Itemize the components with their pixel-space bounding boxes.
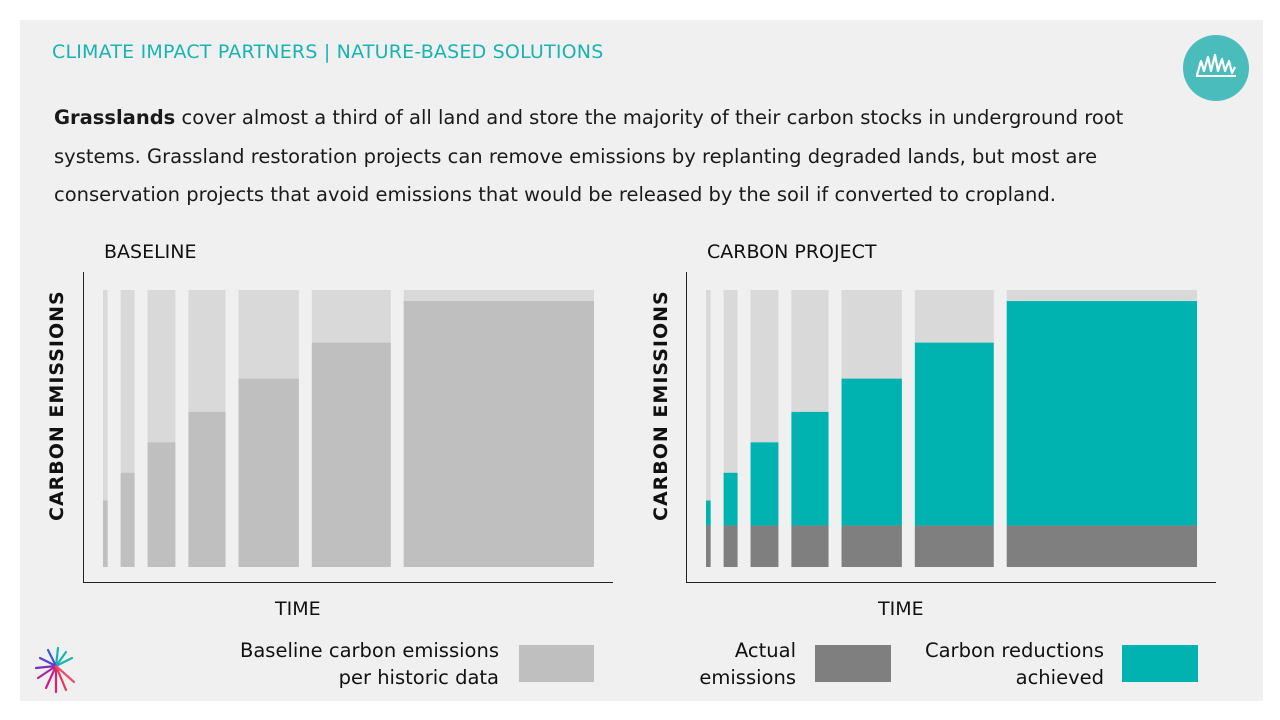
- baseline-bar-1-1: [103, 500, 108, 567]
- project-bar-1-1: [706, 525, 711, 567]
- header-title: CLIMATE IMPACT PARTNERS | NATURE-BASED S…: [52, 41, 604, 63]
- legend-actual-line1: Actual: [734, 639, 796, 662]
- project-bar-2-4: [791, 411, 829, 526]
- project-bar-2-7: [1006, 301, 1197, 526]
- project-bar-2-2: [723, 472, 738, 526]
- project-bar-1-4: [791, 525, 829, 567]
- baseline-bar-1-6: [311, 342, 391, 567]
- baseline-x-axis: [83, 582, 613, 583]
- project-x-axis-label: TIME: [878, 598, 924, 620]
- project-bar-2-5: [841, 378, 902, 526]
- grass-icon: [1195, 53, 1236, 77]
- legend-baseline-line1: Baseline carbon emissions: [239, 639, 499, 662]
- baseline-bar-1-7: [403, 301, 594, 567]
- legend-baseline-line2: per historic data: [338, 666, 499, 689]
- legend-reductions-line2: achieved: [1015, 666, 1104, 689]
- intro-bold-term: Grasslands: [54, 106, 176, 129]
- baseline-x-axis-label: TIME: [275, 598, 321, 620]
- legend-reductions-line1: Carbon reductions: [924, 639, 1104, 662]
- intro-paragraph: Grasslands cover almost a third of all l…: [54, 99, 1194, 215]
- legend-actual-swatch: [815, 645, 891, 682]
- legend-baseline-label: Baseline carbon emissions per historic d…: [240, 637, 499, 691]
- project-bar-1-3: [750, 525, 779, 567]
- project-bar-2-1: [706, 500, 711, 526]
- grass-badge: [1183, 35, 1249, 101]
- baseline-chart-title: BASELINE: [104, 241, 197, 263]
- legend-reductions-label: Carbon reductions achieved: [925, 637, 1104, 691]
- climate-impact-partners-logo-icon: [34, 646, 76, 694]
- legend-actual-line2: emissions: [699, 666, 796, 689]
- baseline-bar-1-4: [188, 411, 226, 567]
- baseline-bar-background-1: [103, 290, 108, 567]
- baseline-bar-1-3: [147, 442, 176, 567]
- project-bar-2-3: [750, 442, 779, 526]
- project-bar-1-5: [841, 525, 902, 567]
- baseline-bar-1-2: [120, 472, 135, 567]
- baseline-bar-1-5: [238, 378, 299, 567]
- project-bar-1-6: [914, 525, 994, 567]
- project-x-axis: [686, 582, 1216, 583]
- project-chart-title: CARBON PROJECT: [707, 241, 877, 263]
- legend-baseline-swatch: [519, 645, 594, 682]
- intro-text: cover almost a third of all land and sto…: [54, 106, 1124, 206]
- legend-reductions-swatch: [1122, 645, 1198, 682]
- baseline-y-axis: [83, 272, 84, 583]
- project-y-axis: [686, 272, 687, 583]
- project-bar-1-2: [723, 525, 738, 567]
- project-bar-1-7: [1006, 525, 1197, 567]
- project-bar-2-6: [914, 342, 994, 526]
- project-bar-background-1: [706, 290, 711, 567]
- legend-actual-label: Actual emissions: [699, 637, 796, 691]
